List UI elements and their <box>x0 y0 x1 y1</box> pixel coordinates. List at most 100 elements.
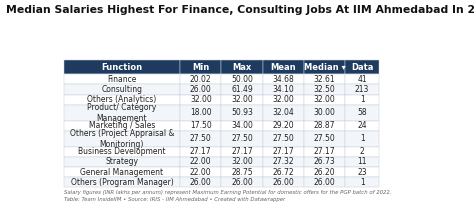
FancyBboxPatch shape <box>263 94 304 105</box>
FancyBboxPatch shape <box>263 84 304 94</box>
Text: 30.00: 30.00 <box>314 108 336 117</box>
Text: 32.04: 32.04 <box>273 108 294 117</box>
FancyBboxPatch shape <box>304 177 345 187</box>
Text: 50.00: 50.00 <box>231 75 253 84</box>
FancyBboxPatch shape <box>345 167 379 177</box>
Text: 27.50: 27.50 <box>314 134 336 143</box>
Text: 29.20: 29.20 <box>273 121 294 130</box>
Text: Consulting: Consulting <box>101 85 142 94</box>
Text: 23: 23 <box>357 168 367 177</box>
FancyBboxPatch shape <box>180 131 221 147</box>
FancyBboxPatch shape <box>263 147 304 157</box>
FancyBboxPatch shape <box>180 167 221 177</box>
FancyBboxPatch shape <box>345 121 379 131</box>
FancyBboxPatch shape <box>221 105 263 121</box>
Text: 27.17: 27.17 <box>314 147 335 156</box>
Text: 17.50: 17.50 <box>190 121 212 130</box>
Text: 32.50: 32.50 <box>314 85 336 94</box>
Text: 50.93: 50.93 <box>231 108 253 117</box>
Text: 27.50: 27.50 <box>231 134 253 143</box>
Text: Max: Max <box>232 63 252 72</box>
FancyBboxPatch shape <box>263 105 304 121</box>
Text: 61.49: 61.49 <box>231 85 253 94</box>
FancyBboxPatch shape <box>221 74 263 84</box>
Text: 32.00: 32.00 <box>231 158 253 166</box>
FancyBboxPatch shape <box>345 84 379 94</box>
FancyBboxPatch shape <box>221 167 263 177</box>
FancyBboxPatch shape <box>263 121 304 131</box>
FancyBboxPatch shape <box>64 121 180 131</box>
FancyBboxPatch shape <box>304 157 345 167</box>
Text: 18.00: 18.00 <box>190 108 211 117</box>
FancyBboxPatch shape <box>345 94 379 105</box>
FancyBboxPatch shape <box>345 177 379 187</box>
FancyBboxPatch shape <box>64 157 180 167</box>
FancyBboxPatch shape <box>221 121 263 131</box>
Text: 26.00: 26.00 <box>314 178 336 187</box>
FancyBboxPatch shape <box>304 167 345 177</box>
FancyBboxPatch shape <box>64 147 180 157</box>
Text: 32.00: 32.00 <box>273 95 294 104</box>
Text: 1: 1 <box>360 95 365 104</box>
Text: Product/ Category
Management: Product/ Category Management <box>87 103 156 123</box>
Text: 32.00: 32.00 <box>231 95 253 104</box>
Text: 41: 41 <box>357 75 367 84</box>
FancyBboxPatch shape <box>221 157 263 167</box>
Text: General Management: General Management <box>81 168 164 177</box>
Text: 1: 1 <box>360 134 365 143</box>
FancyBboxPatch shape <box>180 157 221 167</box>
FancyBboxPatch shape <box>221 131 263 147</box>
FancyBboxPatch shape <box>263 157 304 167</box>
Text: 34.00: 34.00 <box>231 121 253 130</box>
FancyBboxPatch shape <box>345 74 379 84</box>
FancyBboxPatch shape <box>345 157 379 167</box>
FancyBboxPatch shape <box>263 167 304 177</box>
Text: 28.75: 28.75 <box>231 168 253 177</box>
Text: 27.50: 27.50 <box>190 134 212 143</box>
FancyBboxPatch shape <box>64 60 180 74</box>
FancyBboxPatch shape <box>304 105 345 121</box>
FancyBboxPatch shape <box>345 131 379 147</box>
FancyBboxPatch shape <box>345 147 379 157</box>
FancyBboxPatch shape <box>304 94 345 105</box>
FancyBboxPatch shape <box>221 94 263 105</box>
Text: Data: Data <box>351 63 374 72</box>
Text: Marketing / Sales: Marketing / Sales <box>89 121 155 130</box>
Text: Strategy: Strategy <box>105 158 138 166</box>
Text: 2: 2 <box>360 147 365 156</box>
Text: 26.00: 26.00 <box>231 178 253 187</box>
Text: 26.00: 26.00 <box>273 178 294 187</box>
FancyBboxPatch shape <box>304 74 345 84</box>
FancyBboxPatch shape <box>180 105 221 121</box>
FancyBboxPatch shape <box>64 84 180 94</box>
Text: 34.10: 34.10 <box>273 85 294 94</box>
Text: Others (Analytics): Others (Analytics) <box>87 95 156 104</box>
Text: 27.17: 27.17 <box>190 147 211 156</box>
FancyBboxPatch shape <box>221 177 263 187</box>
FancyBboxPatch shape <box>64 74 180 84</box>
Text: 22.00: 22.00 <box>190 158 211 166</box>
Text: Function: Function <box>101 63 143 72</box>
Text: Median ▾: Median ▾ <box>304 63 346 72</box>
FancyBboxPatch shape <box>345 105 379 121</box>
Text: 58: 58 <box>357 108 367 117</box>
FancyBboxPatch shape <box>221 147 263 157</box>
Text: Business Development: Business Development <box>78 147 166 156</box>
FancyBboxPatch shape <box>304 131 345 147</box>
FancyBboxPatch shape <box>263 60 304 74</box>
Text: Mean: Mean <box>271 63 296 72</box>
Text: 22.00: 22.00 <box>190 168 211 177</box>
Text: 20.02: 20.02 <box>190 75 211 84</box>
Text: 28.87: 28.87 <box>314 121 335 130</box>
Text: 27.32: 27.32 <box>273 158 294 166</box>
FancyBboxPatch shape <box>304 147 345 157</box>
FancyBboxPatch shape <box>180 74 221 84</box>
Text: Others (Project Appraisal &
Monitoring): Others (Project Appraisal & Monitoring) <box>70 129 174 149</box>
FancyBboxPatch shape <box>180 177 221 187</box>
Text: 34.68: 34.68 <box>273 75 294 84</box>
Text: 32.00: 32.00 <box>190 95 212 104</box>
FancyBboxPatch shape <box>64 131 180 147</box>
FancyBboxPatch shape <box>64 177 180 187</box>
Text: 27.50: 27.50 <box>273 134 294 143</box>
Text: 27.17: 27.17 <box>273 147 294 156</box>
